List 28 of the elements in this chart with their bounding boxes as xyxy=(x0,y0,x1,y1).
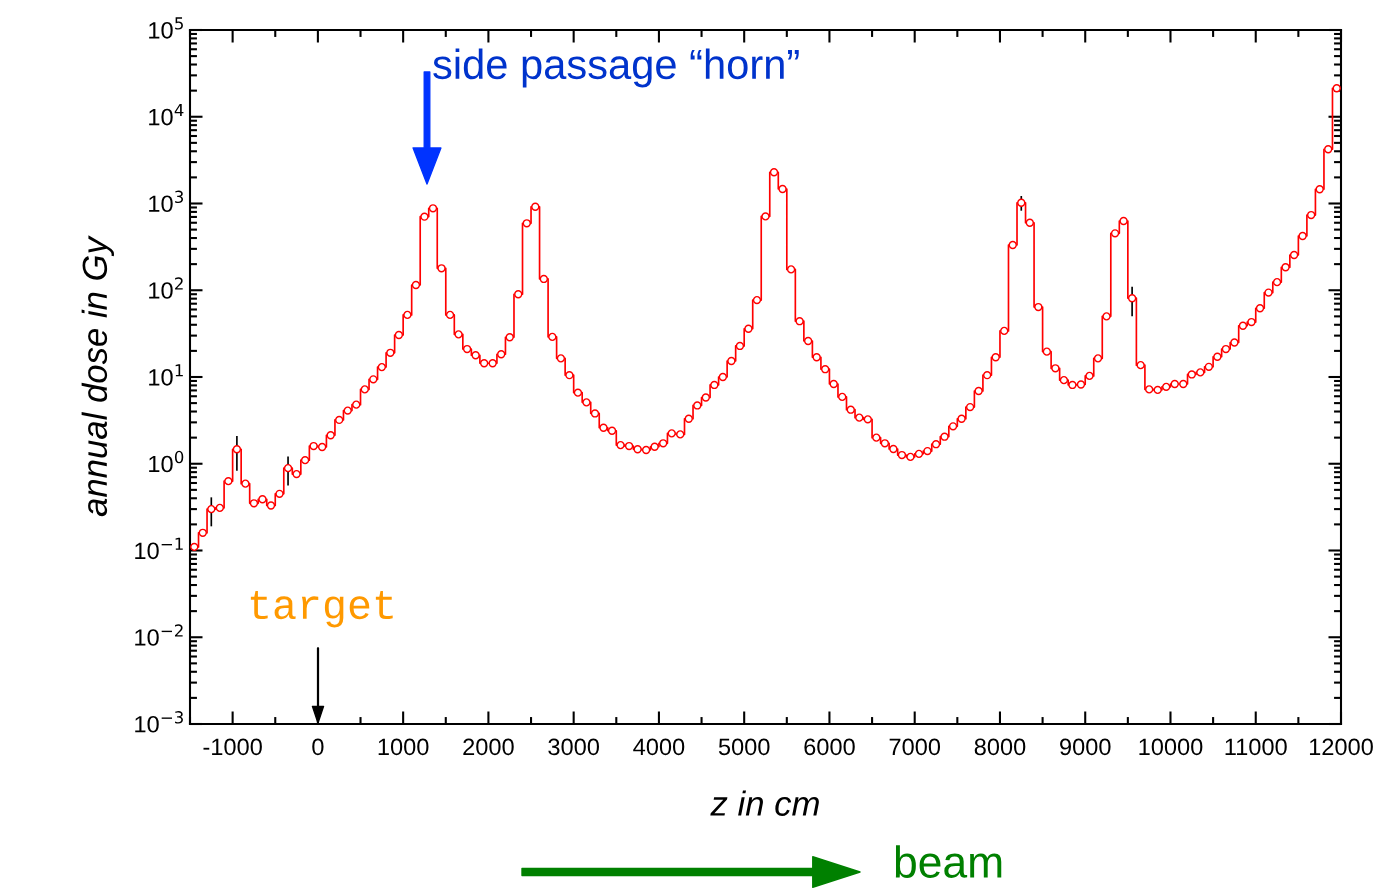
x-tick-label: 2000 xyxy=(463,738,514,756)
x-tick-label: 6000 xyxy=(804,738,855,756)
x-tick-label: 4000 xyxy=(633,738,685,756)
x-tick-label: 11000 xyxy=(1225,738,1287,756)
y-tick-label: 10$^{1}$ xyxy=(149,364,183,386)
annotation: target xyxy=(250,591,393,628)
y-tick-label: 10$^{−2}$ xyxy=(135,624,183,646)
y-tick-label: 10$^{4}$ xyxy=(149,104,184,126)
x-tick-label: 1000 xyxy=(378,738,429,756)
y-tick-label: 10$^{2}$ xyxy=(149,277,183,299)
x-tick-label: 5000 xyxy=(718,738,770,756)
x-tick-label: 7000 xyxy=(889,738,941,756)
y-axis-title: annual dose in Gy xyxy=(81,235,114,517)
x-tick-label: -1000 xyxy=(203,738,262,756)
x-tick-label: 8000 xyxy=(974,738,1026,756)
x-tick-label: 12000 xyxy=(1309,738,1373,756)
x-tick-label: 3000 xyxy=(548,738,600,756)
x-tick-label: 10000 xyxy=(1139,738,1203,756)
text: beam xyxy=(895,845,1002,878)
annotation: side passage “horn” xyxy=(433,48,799,88)
x-tick-label: 0 xyxy=(312,738,324,756)
y-tick-label: 10$^{−1}$ xyxy=(135,537,183,560)
y-tick-label: 10$^{−3}$ xyxy=(135,711,183,733)
x-tick-label: 9000 xyxy=(1060,738,1111,756)
y-tick-label: 10$^{0}$ xyxy=(149,450,184,473)
y-tick-label: 10$^{5}$ xyxy=(149,17,183,39)
y-tick-label: 10$^{3}$ xyxy=(149,190,184,213)
x-axis-title: z in cm xyxy=(710,790,819,816)
